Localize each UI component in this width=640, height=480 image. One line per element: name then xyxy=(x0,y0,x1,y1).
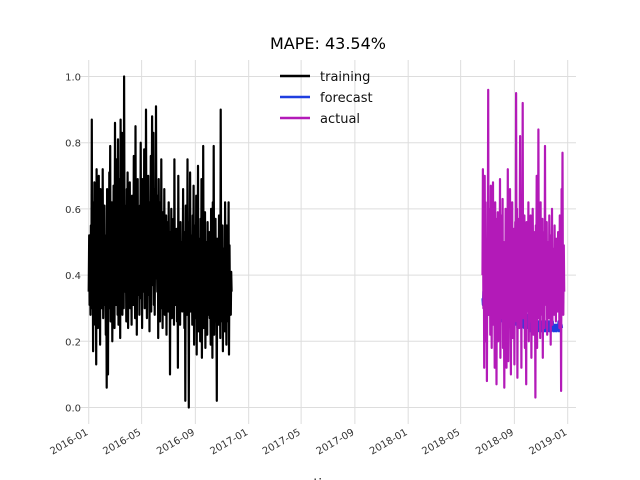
legend: training forecast actual xyxy=(280,70,373,127)
x-tick-label-2018-05: 2018-05 xyxy=(420,427,462,457)
x-tick-label-2016-09: 2016-09 xyxy=(155,427,197,457)
series-layer xyxy=(87,75,566,409)
grid-layer xyxy=(80,60,576,424)
series-line-training xyxy=(87,75,233,409)
y-tick-label-0-6: 0.6 xyxy=(65,205,81,216)
legend-label-forecast: forecast xyxy=(320,91,373,106)
legend-label-actual: actual xyxy=(320,112,360,127)
y-tick-label-0-8: 0.8 xyxy=(65,139,81,150)
y-tick-label-0-2: 0.2 xyxy=(65,337,81,348)
y-tick-label-0-0: 0.0 xyxy=(65,403,81,414)
y-tick-label-1-0: 1.0 xyxy=(65,73,81,84)
x-tick-label-2018-01: 2018-01 xyxy=(368,427,410,457)
y-tick-label-0-4: 0.4 xyxy=(65,271,81,282)
x-tick-label-2016-05: 2016-05 xyxy=(101,427,143,457)
x-tick-label-2016-01: 2016-01 xyxy=(49,427,91,457)
x-axis-label: time xyxy=(313,477,342,480)
x-tick-label-2017-09: 2017-09 xyxy=(315,427,357,457)
x-tick-label-2018-09: 2018-09 xyxy=(474,427,516,457)
x-tick-label-2019-01: 2019-01 xyxy=(527,427,569,457)
series-line-actual xyxy=(481,88,566,399)
x-tick-label-2017-05: 2017-05 xyxy=(261,427,303,457)
chart-title: MAPE: 43.54% xyxy=(270,34,386,53)
legend-label-training: training xyxy=(320,70,370,85)
x-tick-label-2017-01: 2017-01 xyxy=(208,427,250,457)
